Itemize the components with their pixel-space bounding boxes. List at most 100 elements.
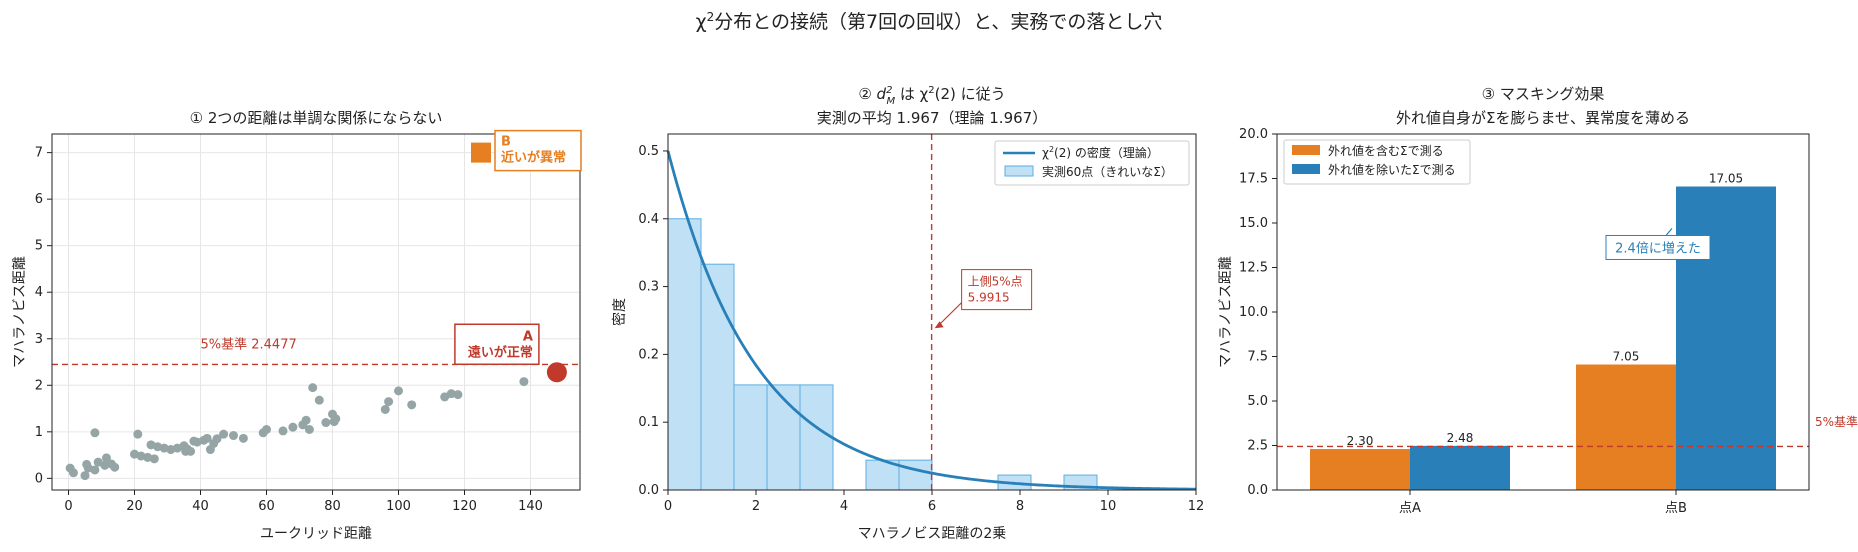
legend-excl: 外れ値を除いたΣで測る — [1328, 162, 1456, 177]
panel3-subtitle: 外れ値自身がΣを膨らませ、異常度を薄める — [1396, 109, 1690, 127]
scatter-point — [288, 422, 298, 432]
y-tick-label: 2 — [35, 378, 43, 393]
x-tick-label: 2 — [752, 499, 760, 514]
panel2-threshold-arrow — [934, 302, 963, 329]
panel2-ylabel: 密度 — [611, 298, 628, 326]
y-tick-label: 15.0 — [1239, 216, 1268, 231]
panel1-threshold-label: 5%基準 2.4477 — [201, 336, 297, 352]
scatter-point — [304, 425, 314, 435]
scatter-point — [202, 433, 212, 443]
point-b-marker — [471, 142, 491, 163]
bar — [1576, 364, 1676, 490]
panel2-ticks: 0 2 4 6 8 10 12 0.0 0.1 0.2 0.3 0.4 0.5 — [638, 144, 1204, 514]
bar — [1676, 186, 1776, 490]
scatter-point — [308, 383, 318, 393]
y-tick-label: 0.5 — [638, 144, 659, 159]
scatter-point — [262, 425, 271, 435]
panel1-grid — [52, 134, 580, 490]
x-tick-label: 60 — [258, 499, 275, 514]
panel-scatter: ① 2つの距離は単調な関係にならない 0 20 40 60 80 100 120 140 0 1 2… — [11, 109, 582, 542]
bar-value-label: 2.48 — [1447, 431, 1474, 445]
legend-swatch-incl — [1292, 145, 1320, 155]
point-b-callout-box — [494, 129, 582, 172]
scatter-point — [68, 468, 78, 478]
y-tick-label: 10.0 — [1239, 305, 1268, 320]
panel2-subtitle: 実測の平均 1.967（理論 1.967） — [817, 109, 1047, 127]
scatter-point — [219, 429, 229, 439]
x-tick-label: 120 — [452, 499, 477, 514]
scatter-point — [321, 418, 331, 428]
panel-histogram: ② d2 M は χ2(2) に従う 実測の平均 1.967（理論 1.967） … — [611, 85, 1204, 542]
panel1-frame — [51, 133, 581, 491]
x-tick-label: 10 — [1100, 499, 1117, 514]
x-tick-label: 40 — [192, 499, 209, 514]
scatter-point — [149, 454, 159, 464]
panel3-ylabel: マハラノビス距離 — [1217, 256, 1234, 368]
y-tick-label: 7 — [35, 146, 43, 161]
panel1-title: ① 2つの距離は単調な関係にならない — [190, 109, 443, 127]
x-tick-label: 140 — [518, 499, 543, 514]
y-tick-label: 0.0 — [1247, 483, 1268, 498]
y-tick-label: 0.0 — [638, 483, 659, 498]
scatter-point — [229, 431, 238, 441]
histogram-bar — [700, 263, 735, 491]
y-tick-label: 7.5 — [1247, 350, 1268, 365]
y-tick-label: 5 — [35, 239, 43, 254]
y-tick-label: 2.5 — [1247, 439, 1268, 454]
legend-histogram: 実測60点（きれいなΣ） — [1042, 164, 1173, 179]
histogram-bar — [799, 384, 834, 491]
y-tick-label: 0.4 — [638, 212, 659, 227]
panel1-marks — [52, 142, 580, 481]
x-tick-label: 6 — [928, 499, 936, 514]
scatter-point — [384, 397, 394, 407]
bar-value-label: 7.05 — [1613, 350, 1640, 364]
scatter-point — [278, 426, 288, 436]
density-curve-line — [666, 150, 1197, 491]
y-tick-label: 5.0 — [1247, 394, 1268, 409]
y-tick-label: 12.5 — [1239, 261, 1268, 276]
point-a-callout-box — [454, 323, 540, 366]
scatter-point — [90, 428, 100, 438]
histogram-bar — [667, 218, 702, 491]
scatter-point — [80, 471, 90, 481]
scatter-point — [90, 465, 100, 475]
bar-value-label: 17.05 — [1709, 172, 1743, 186]
point-a-letter: A — [523, 329, 533, 344]
panel3-bars: 2.30 7.05 2.48 17.05 — [1277, 172, 1809, 490]
x-tick-label: 0 — [664, 499, 672, 514]
y-tick-label: 0 — [35, 471, 43, 486]
panel3-threshold-label: 5%基準 — [1815, 414, 1858, 429]
point-a-label: 遠いが正常 — [468, 344, 533, 360]
scatter-point — [331, 414, 341, 424]
scatter-point — [453, 390, 463, 400]
y-tick-label: 1 — [35, 425, 43, 440]
panel2-threshold-callout — [961, 269, 1033, 311]
scatter-point — [314, 395, 324, 405]
scatter-point — [110, 462, 120, 472]
scatter-point — [238, 433, 248, 443]
y-tick-label: 4 — [35, 285, 43, 300]
x-tick-label: 点B — [1665, 501, 1687, 516]
scatter-point — [407, 400, 417, 410]
point-b-label: 近いが異常 — [501, 150, 566, 166]
panel2-legend: χ2(2) の密度（理論） 実測60点（きれいなΣ） — [994, 140, 1190, 186]
figure-title: χ2分布との接続（第7回の回収）と、実務での落とし穴 — [696, 10, 1163, 33]
panel2-density-curve — [666, 134, 1197, 491]
legend-patch-swatch — [1004, 165, 1034, 177]
point-a-marker — [546, 362, 567, 383]
scatter-point — [301, 415, 311, 425]
scatter-point — [446, 389, 456, 399]
panel2-histogram-bars — [667, 218, 1098, 491]
panel3-annotation-arrow — [1665, 227, 1673, 236]
scatter-point — [186, 446, 196, 456]
panel3-ticks: 0.0 2.5 5.0 7.5 10.0 12.5 15.0 17.5 20.0 点A 点B — [1239, 127, 1687, 516]
panel3-annotation-text: 2.4倍に増えた — [1615, 241, 1701, 256]
panel2-threshold-label: 上側5%点 — [968, 275, 1023, 289]
panel2-title: ② d2 M は χ2(2) に従う — [858, 85, 1005, 107]
legend-incl: 外れ値を含むΣで測る — [1328, 143, 1444, 158]
panel2-frame — [667, 133, 1197, 491]
y-tick-label: 17.5 — [1239, 172, 1268, 187]
y-tick-label: 3 — [35, 332, 43, 347]
panel2-threshold-value: 5.9915 — [968, 291, 1010, 305]
